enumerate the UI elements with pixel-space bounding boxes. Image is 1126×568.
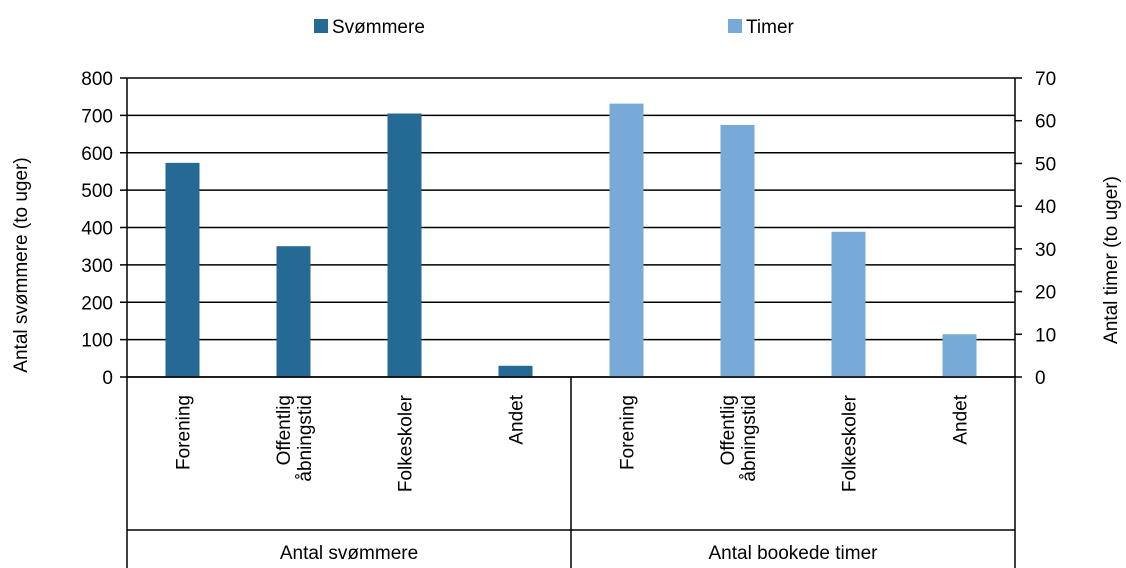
bar-timer-2: [831, 231, 866, 377]
right-axis-title: Antal timer (to uger): [1101, 176, 1122, 344]
category-label-1-3: Andet: [951, 394, 972, 444]
left-tick-label-3: 300: [81, 256, 113, 277]
bar-svmmere-3: [498, 365, 533, 377]
legend-swatch-svommere: [314, 19, 328, 33]
bar-svmmere-2: [387, 113, 422, 377]
category-label-1-2: Folkeskoler: [840, 394, 861, 492]
left-tick-label-7: 700: [81, 106, 113, 127]
right-axis-ticks: 0 10 20 30 40 50 60 70: [1015, 69, 1056, 389]
legend-label-timer: Timer: [746, 17, 795, 38]
right-tick-label-4: 40: [1035, 197, 1056, 218]
category-label-0-3: Andet: [507, 394, 528, 444]
bars: [165, 103, 977, 377]
right-tick-label-0: 0: [1035, 368, 1046, 389]
right-tick-label-1: 10: [1035, 325, 1056, 346]
group-label-1: Antal bookede timer: [709, 543, 879, 564]
bar-timer-3: [942, 334, 977, 377]
left-tick-label-5: 500: [81, 181, 113, 202]
bar-timer-0: [609, 103, 644, 377]
group-labels: Antal svømmere Antal bookede timer: [280, 543, 878, 564]
left-axis-ticks: 0 100 200 300 400 500 600 700 800: [81, 69, 127, 389]
left-tick-label-6: 600: [81, 144, 113, 165]
right-tick-label-3: 30: [1035, 240, 1056, 261]
left-axis-title: Antal svømmere (to uger): [11, 157, 32, 372]
axes-frame: [126, 78, 1016, 568]
left-tick-label-1: 100: [81, 331, 113, 352]
category-labels: Forening Offentligåbningstid Folkeskoler An…: [174, 394, 972, 492]
left-tick-label-8: 800: [81, 69, 113, 90]
grid: [127, 77, 1015, 378]
bar-svmmere-0: [165, 162, 200, 377]
group-label-0: Antal svømmere: [280, 543, 418, 564]
bar-timer-1: [720, 124, 755, 377]
category-label-0-0: Forening: [174, 395, 195, 470]
category-label-1-0: Forening: [618, 395, 639, 470]
right-tick-label-5: 50: [1035, 154, 1056, 175]
category-label-0-2: Folkeskoler: [396, 394, 417, 492]
legend-swatch-timer: [728, 19, 742, 33]
category-label-0-1: Offentligåbningstid: [274, 395, 316, 482]
left-tick-label-2: 200: [81, 293, 113, 314]
left-tick-label-4: 400: [81, 219, 113, 240]
category-label-1-1: Offentligåbningstid: [718, 395, 760, 482]
left-tick-label-0: 0: [102, 368, 113, 389]
legend: Svømmere Timer: [314, 17, 795, 38]
bar-svmmere-1: [276, 246, 311, 377]
right-tick-label-6: 60: [1035, 112, 1056, 133]
right-tick-label-7: 70: [1035, 69, 1056, 90]
right-tick-label-2: 20: [1035, 283, 1056, 304]
legend-label-svommere: Svømmere: [332, 17, 425, 38]
